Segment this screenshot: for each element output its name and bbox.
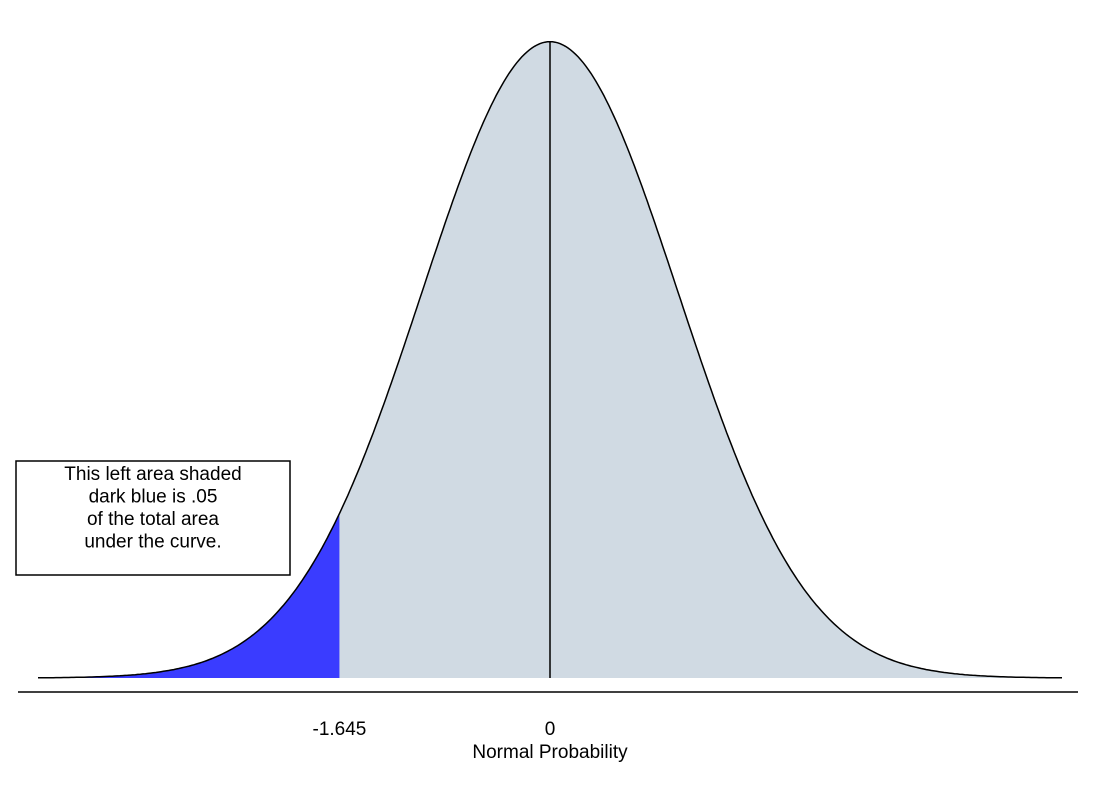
annotation-box <box>15 460 291 576</box>
annotation-line: dark blue is .05 <box>89 487 218 508</box>
x-axis-label: Normal Probability <box>472 742 628 763</box>
shaded-tail <box>38 513 340 678</box>
annotation-line: under the curve. <box>84 532 221 553</box>
annotation-line: of the total area <box>87 509 219 530</box>
x-tick-label: -1.645 <box>313 719 367 740</box>
x-tick-label: 0 <box>545 719 556 740</box>
annotation-line: This left area shaded <box>64 464 241 485</box>
